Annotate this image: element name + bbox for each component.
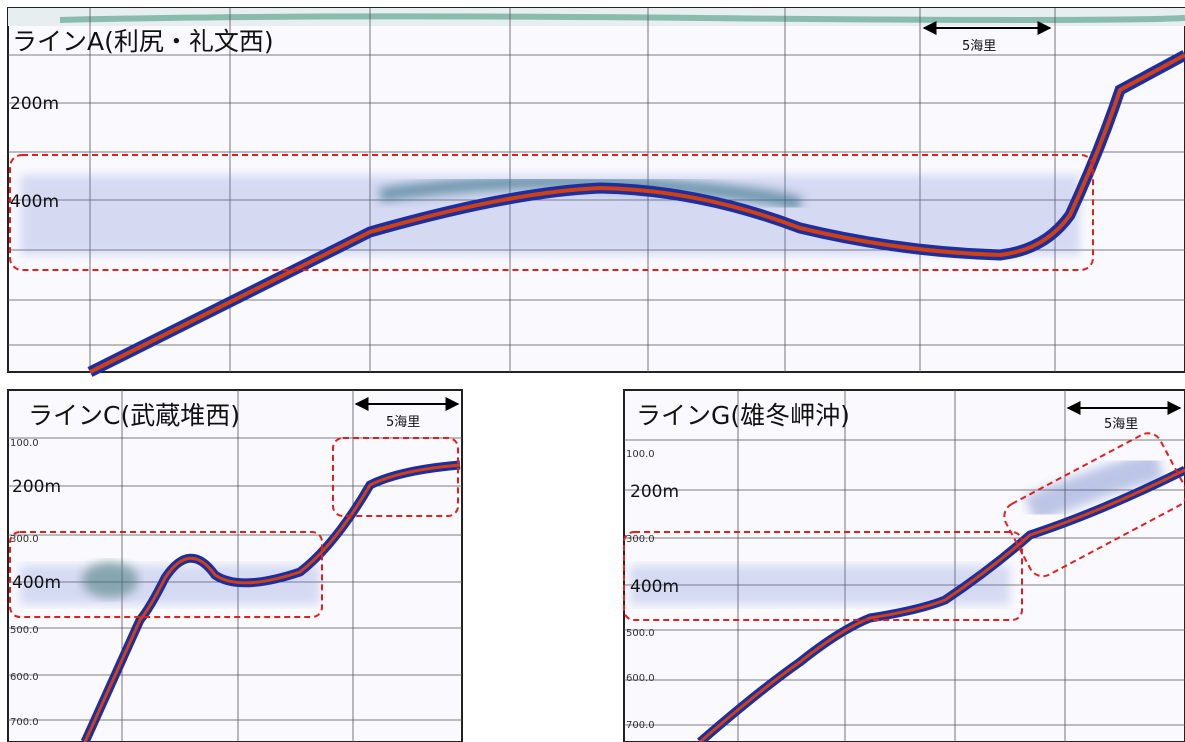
depth-label: 400m <box>12 573 61 593</box>
tick-label: 700.0 <box>626 720 655 731</box>
tick-label: 300.0 <box>10 534 39 545</box>
tick-label: 500.0 <box>626 628 655 639</box>
scale-label: 5海里 <box>1104 417 1138 432</box>
tick-label: 300.0 <box>626 534 655 545</box>
tick-label: 600.0 <box>626 673 655 684</box>
scale-label: 5海里 <box>962 39 996 54</box>
depth-label: 400m <box>630 577 679 597</box>
depth-label: 200m <box>10 94 59 114</box>
depth-label: 200m <box>630 482 679 502</box>
scale-label: 5海里 <box>386 415 420 430</box>
tick-label: 700.0 <box>10 717 39 728</box>
depth-label: 200m <box>12 477 61 497</box>
panel-g: 5海里 ラインG(雄冬岬沖) 100.0 200m 300.0 400m 500… <box>623 389 1185 742</box>
grid <box>8 390 462 742</box>
panel-title: ラインG(雄冬岬沖) <box>636 401 850 430</box>
tick-label: 100.0 <box>626 449 655 460</box>
tick-label: 100.0 <box>10 438 39 449</box>
panel-c: 5海里 ラインC(武蔵堆西) 100.0 200m 300.0 400m 500… <box>7 389 463 742</box>
tick-label: 600.0 <box>10 672 39 683</box>
panel-title: ラインA(利尻・礼文西) <box>12 27 274 56</box>
depth-label: 400m <box>10 192 59 212</box>
panel-a: 5海里 ラインA(利尻・礼文西) 200m 400m <box>7 7 1185 377</box>
tick-label: 500.0 <box>10 625 39 636</box>
panel-title: ラインC(武蔵堆西) <box>28 401 240 430</box>
